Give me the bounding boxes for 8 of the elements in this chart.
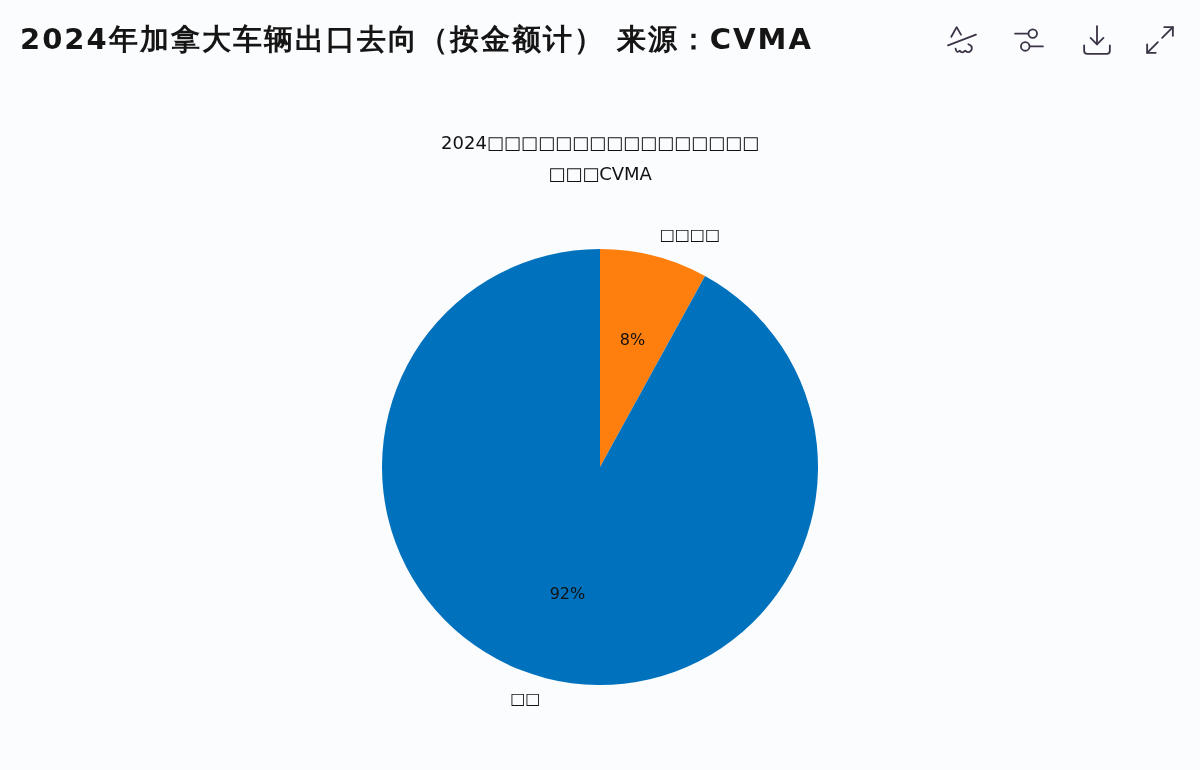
pie-slice <box>600 249 706 467</box>
slice-label: □□ <box>510 689 541 709</box>
slice-label: □□□□ <box>659 224 721 244</box>
data-label: 92% <box>549 583 586 603</box>
chart-subtitle: 2024□□□□□□□□□□□□□□□□ □□□CVMA <box>441 132 759 184</box>
chart-title: 2024年加拿大车辆出口去向（按金额计） 来源：CVMA <box>20 22 813 56</box>
data-label: 8% <box>619 330 646 350</box>
pie-slice <box>382 249 818 685</box>
